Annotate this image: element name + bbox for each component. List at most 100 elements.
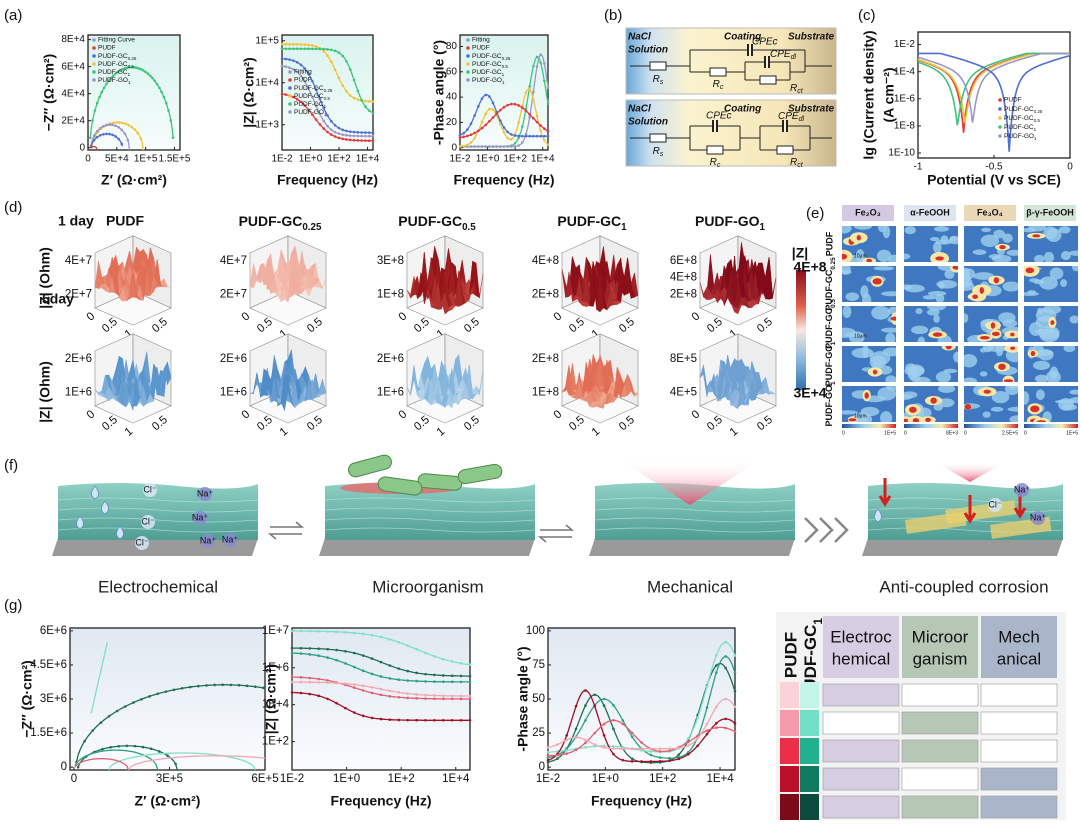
floor-tick-label: 0.5: [150, 414, 170, 433]
curve-dot: [459, 680, 463, 684]
curve-dot: [724, 640, 727, 644]
row-swatch: [780, 766, 799, 792]
row-label-sub: 1: [830, 381, 837, 385]
curve-dot: [539, 129, 542, 133]
curve-dot: [442, 674, 445, 677]
map-blob: [1032, 360, 1051, 371]
map-tile: [964, 386, 1018, 422]
curve-dot: [284, 57, 288, 61]
curve-dot: [123, 705, 127, 708]
curve-dot: [539, 124, 542, 127]
x-tick-label: 1.5E+5: [158, 154, 190, 165]
map-blob: [1010, 346, 1016, 350]
legend-label: PUDF-GC0.25: [472, 53, 511, 61]
z-tick-label: 4E+7: [65, 255, 92, 267]
y-tick-label: 1.5E+6: [30, 727, 67, 739]
curve-dot: [565, 738, 568, 742]
map-blob: [871, 306, 891, 320]
curve-dot: [108, 123, 111, 127]
map-blob: [880, 411, 893, 422]
curve-dot: [307, 47, 310, 51]
legend-label-sub: 0.25: [502, 56, 511, 61]
circuit-element-sub: dl: [799, 116, 805, 123]
ion-label: Cl⁻: [135, 537, 148, 547]
chevrons: [804, 517, 849, 543]
curve-dot: [290, 651, 294, 655]
curve-dot: [424, 697, 427, 700]
curve-dot: [290, 675, 294, 679]
circuit-element-main: R: [710, 157, 717, 168]
curve-dot: [337, 136, 341, 140]
circuit-box: [625, 99, 837, 167]
curve-dot: [532, 64, 535, 68]
curve-dot: [546, 102, 550, 105]
curve-dot: [574, 748, 578, 752]
surface-patch: [596, 402, 604, 409]
y-tick-label: 8E+4: [61, 34, 85, 45]
curve-dot: [290, 646, 294, 650]
curve-dot: [584, 738, 587, 742]
curve-dot: [677, 753, 681, 756]
curve-dot: [317, 629, 321, 633]
row-label-main: PUDF-GC: [824, 307, 834, 348]
panel-label: (b): [604, 7, 622, 24]
x-tick-label: 1E+4: [356, 154, 380, 165]
curve-dot: [125, 744, 129, 748]
curve-dot: [95, 135, 99, 139]
curve-dot: [686, 737, 690, 740]
legend-label: PUDF-GO1: [294, 109, 327, 117]
curve-dot: [379, 717, 383, 721]
curve-dot: [658, 750, 662, 753]
map-blob: [876, 249, 892, 262]
curve-dot: [658, 747, 662, 750]
resistor: [649, 133, 667, 143]
y-tick-label: 4E+4: [61, 88, 85, 99]
curve-dot: [371, 134, 375, 138]
floor-tick-label: 0.5: [462, 316, 482, 335]
curve-dot: [532, 90, 535, 94]
legend-label-sub: 1: [324, 112, 327, 117]
curve-dot: [352, 78, 356, 82]
subplot-title-sub: 0.5: [462, 222, 476, 233]
curve-dot: [686, 744, 690, 747]
curve-dot: [612, 752, 615, 756]
row-label: PUDF-GC1: [824, 341, 837, 386]
curve-dot: [473, 131, 476, 135]
curve-dot: [188, 685, 192, 689]
map-blob: [1010, 332, 1015, 337]
curve-dot: [415, 679, 418, 683]
ion: [193, 511, 207, 525]
y-tick-label: 1E+6: [262, 662, 289, 674]
curve-dot: [101, 747, 104, 751]
map-blob: [944, 269, 955, 279]
floor-tick-label: 0.5: [305, 414, 325, 433]
z-tick-label: 4E+7: [220, 255, 247, 267]
z-tick-label: 1E+6: [377, 386, 404, 398]
subplot-title-sub: 1: [621, 222, 627, 233]
curve-dot: [333, 68, 337, 71]
y-tick-label: 80: [446, 41, 458, 52]
curve-dot: [117, 126, 120, 129]
y-tick-label: 1E-8: [894, 121, 916, 132]
curve-dot: [621, 747, 625, 750]
curve-dot: [462, 135, 465, 139]
curve-dot: [132, 66, 136, 69]
curve-dot: [535, 114, 539, 118]
z-tick-label: 8E+5: [670, 353, 697, 365]
curve-dot: [406, 718, 410, 722]
curve-dot: [102, 132, 105, 136]
curve-dot: [352, 130, 356, 134]
curve-dot: [510, 133, 513, 136]
red-arrow: [963, 495, 977, 524]
y-axis-label: |Z| (Ω·cm²): [263, 664, 279, 734]
curve-dot: [477, 105, 480, 108]
curve-dot: [158, 750, 161, 753]
y-axis-label: |Z| (Ohm): [37, 361, 53, 423]
coating-wave: [594, 527, 796, 533]
curve-dot: [335, 648, 338, 652]
curve-dot: [668, 756, 671, 760]
table-cell: [901, 739, 979, 763]
curve-dot: [123, 132, 127, 135]
floor-tick-label: 0.5: [755, 316, 775, 335]
colorbar-label: 0: [904, 430, 907, 436]
